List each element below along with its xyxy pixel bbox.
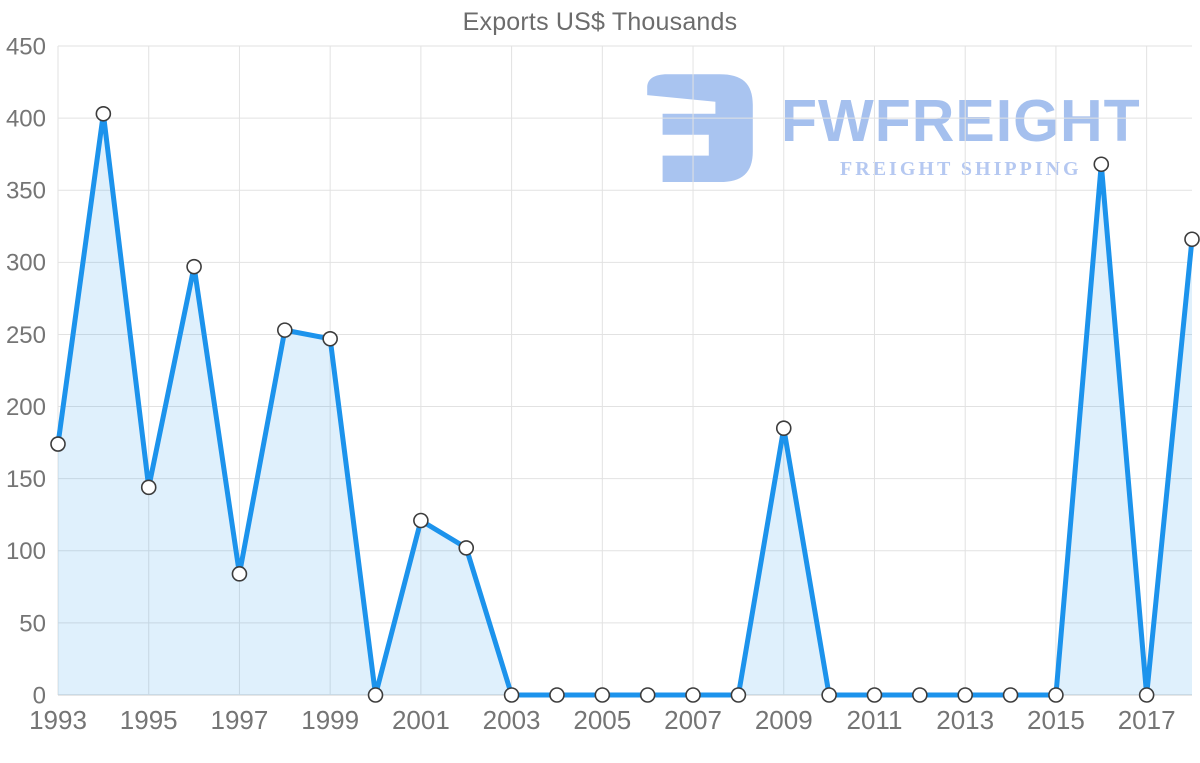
data-point-marker: [186, 258, 202, 275]
y-tick-label: 0: [33, 682, 46, 709]
data-point-marker: [322, 330, 338, 347]
data-point-marker: [1184, 231, 1200, 248]
data-point-marker: [639, 687, 656, 703]
data-point-marker: [730, 687, 747, 703]
y-tick-label: 350: [6, 178, 46, 205]
y-tick-label: 200: [6, 394, 46, 421]
data-point-marker: [140, 479, 157, 496]
data-point-marker: [367, 687, 384, 703]
data-point-marker: [912, 687, 928, 703]
data-point-marker: [276, 322, 293, 338]
data-point-marker: [95, 105, 112, 122]
data-point-marker: [821, 687, 837, 703]
y-tick-label: 250: [6, 322, 46, 349]
watermark-brand: FWFREIGHT: [781, 88, 1141, 154]
data-point-marker: [685, 687, 701, 703]
x-tick-label: 2017: [1118, 705, 1176, 735]
watermark-text: FWFREIGHT FREIGHT SHIPPING: [781, 92, 1141, 181]
x-tick-label: 2015: [1027, 705, 1085, 735]
x-tick-label: 2001: [392, 705, 450, 735]
data-point-marker: [1002, 687, 1019, 703]
data-point-marker: [231, 566, 248, 582]
y-tick-label: 300: [6, 250, 46, 277]
x-tick-label: 1995: [120, 705, 178, 735]
data-point-marker: [50, 436, 66, 452]
x-tick-label: 2007: [664, 705, 722, 735]
data-point-marker: [503, 687, 520, 703]
data-point-marker: [458, 540, 475, 556]
data-point-marker: [1048, 687, 1064, 703]
x-tick-label: 2009: [755, 705, 813, 735]
x-tick-label: 2011: [847, 705, 903, 735]
data-point-marker: [957, 687, 974, 703]
fwfreight-logo-icon: [647, 74, 753, 182]
x-tick-label: 2013: [936, 705, 994, 735]
data-point-marker: [775, 420, 792, 436]
data-point-marker: [594, 687, 611, 703]
y-tick-label: 450: [6, 33, 46, 60]
x-tick-label: 2003: [483, 705, 541, 735]
x-tick-label: 2005: [573, 705, 631, 735]
watermark-tagline: FREIGHT SHIPPING: [840, 158, 1082, 180]
y-tick-label: 400: [6, 106, 46, 133]
data-point-marker: [1093, 156, 1110, 173]
x-tick-label: 1999: [301, 705, 359, 735]
x-tick-label: 1993: [29, 705, 87, 735]
data-point-marker: [866, 687, 883, 703]
y-tick-label: 150: [6, 466, 46, 493]
y-tick-label: 100: [6, 538, 46, 565]
chart-title: Exports US$ Thousands: [462, 8, 738, 36]
data-point-marker: [413, 512, 429, 529]
series-area: [58, 113, 1192, 696]
x-tick-label: 1997: [211, 705, 269, 735]
data-point-marker: [1138, 687, 1155, 703]
fwfreight-watermark: FWFREIGHT FREIGHT SHIPPING: [645, 70, 1141, 184]
y-tick-label: 50: [19, 610, 46, 637]
data-point-marker: [549, 687, 565, 703]
